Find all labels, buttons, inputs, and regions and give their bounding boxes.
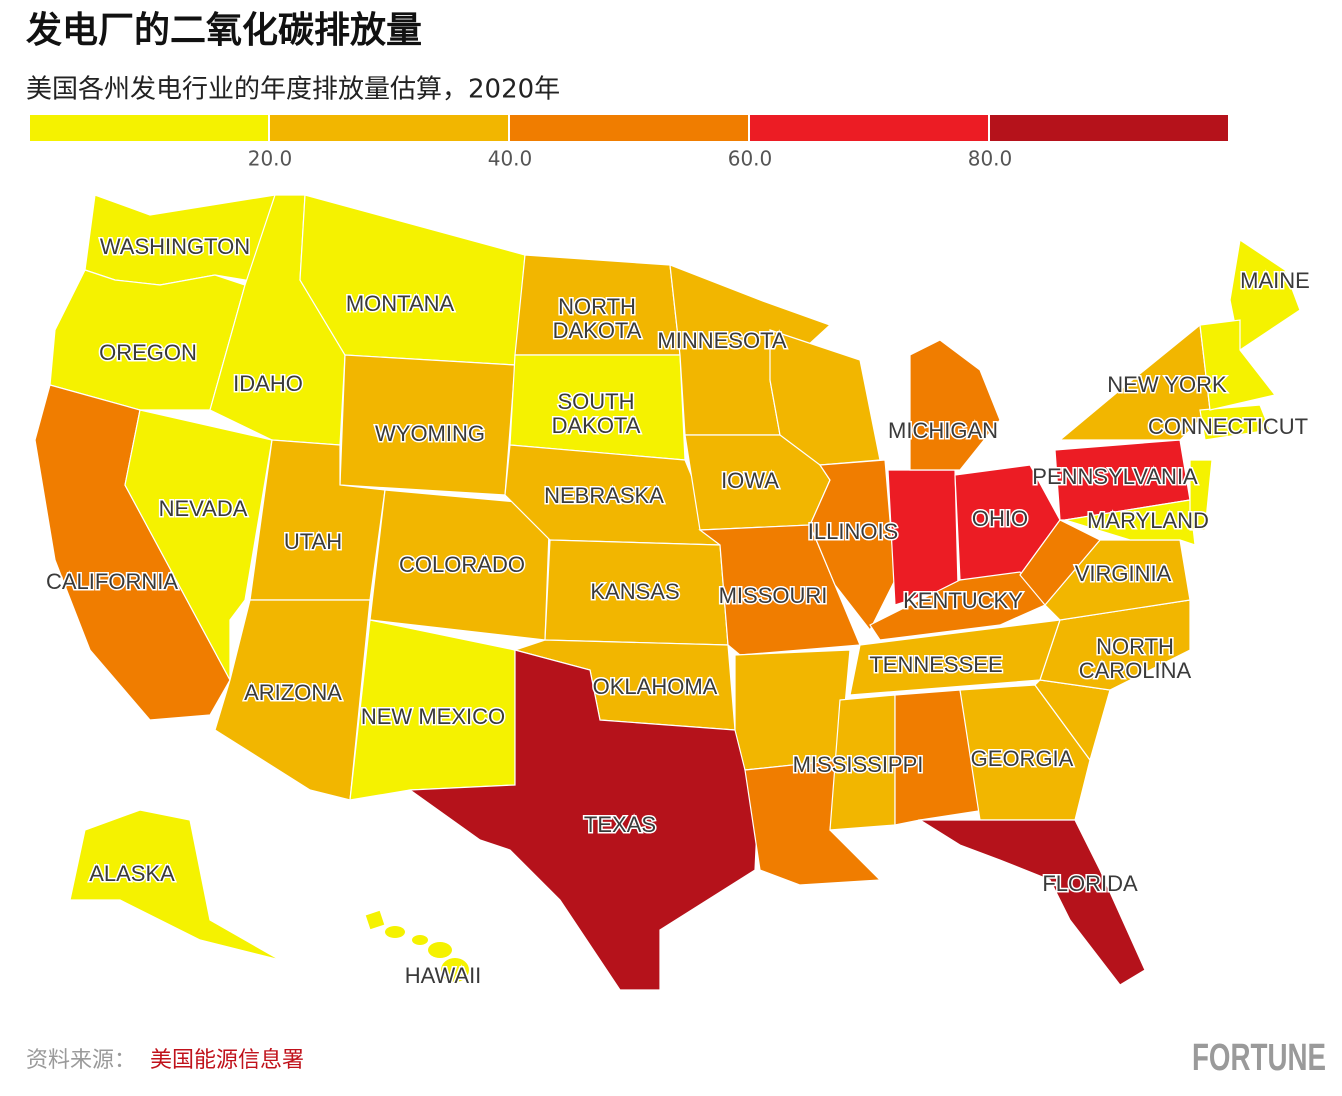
island <box>441 958 469 982</box>
states <box>34 194 1301 991</box>
state-label: VIRGINIA <box>1075 561 1172 586</box>
labels: WASHINGTON OREGON CALIFORNIA NEVADA IDAHO MON… <box>44 232 1311 989</box>
state-label: UTAH <box>284 529 342 554</box>
state-label: MINNESOTA <box>657 328 786 353</box>
state <box>1039 599 1191 691</box>
state <box>887 469 959 606</box>
state <box>917 819 1146 986</box>
state-label: FLORIDA <box>1042 871 1138 896</box>
state-label: WASHINGTON <box>100 234 250 259</box>
state <box>69 809 281 961</box>
state-label: OKLAHOMA <box>593 674 718 699</box>
state-label: NORTH DAKOTA <box>553 294 642 343</box>
state-label: TEXAS <box>584 812 656 837</box>
legend-tick-label: 20.0 <box>248 147 293 171</box>
state-label: CALIFORNIA <box>46 569 178 594</box>
brand-logo: FORTUNE <box>1192 1037 1326 1079</box>
state-label: OREGON <box>99 340 197 365</box>
state-label: WYOMING <box>375 421 485 446</box>
state <box>959 684 1091 821</box>
state <box>1064 499 1196 546</box>
subtitle: 美国各州发电行业的年度排放量估算，2020年 <box>26 75 560 105</box>
state-label: NEVADA <box>159 496 248 521</box>
state-label: ARIZONA <box>244 680 342 705</box>
legend: 20.0 40.0 60.0 80.0 <box>30 115 1228 171</box>
state <box>1199 404 1271 441</box>
state <box>809 459 896 632</box>
state-label: TENNESSEE <box>869 652 1002 677</box>
state-label: MAINE <box>1240 268 1310 293</box>
state-label: KANSAS <box>590 579 679 604</box>
state-label: NORTH CAROLINA <box>1079 634 1192 683</box>
state-label: MONTANA <box>346 291 455 316</box>
state-label: PENNSYLVANIA <box>1032 464 1198 489</box>
legend-swatch <box>750 115 988 141</box>
legend-swatch <box>270 115 508 141</box>
state-label: OHIO <box>972 506 1028 531</box>
state-label: MISSOURI <box>719 583 828 608</box>
state <box>1229 238 1301 351</box>
state <box>408 649 761 991</box>
state <box>214 599 371 801</box>
state <box>1199 319 1277 411</box>
island <box>412 935 428 945</box>
state <box>909 339 1001 471</box>
state <box>364 909 386 931</box>
legend-tick-label: 60.0 <box>728 147 773 171</box>
legend-swatch <box>510 115 748 141</box>
legend-tick-label: 40.0 <box>488 147 533 171</box>
state <box>1189 459 1213 531</box>
state-label: COLORADO <box>399 552 525 577</box>
state-label: GEORGIA <box>971 746 1074 771</box>
state-label: IDAHO <box>233 371 303 396</box>
state-label: HAWAII <box>405 963 482 988</box>
state-label: NEW YORK <box>1107 372 1227 397</box>
state-label: NEW MEXICO <box>361 704 505 729</box>
state-label: MISSISSIPPI <box>793 752 924 777</box>
source: 美国能源信息署 <box>150 1048 304 1073</box>
state-label: CONNECTICUT <box>1148 414 1308 439</box>
legend-tick-label: 80.0 <box>968 147 1013 171</box>
state-label: ILLINOIS <box>808 519 898 544</box>
title: 发电厂的二氧化碳排放量 <box>26 10 422 51</box>
state-label: NEBRASKA <box>544 483 664 508</box>
state-label: MARYLAND <box>1087 508 1209 533</box>
island <box>385 926 405 938</box>
island <box>428 942 452 958</box>
state <box>894 689 986 826</box>
state-label: MICHIGAN <box>888 418 998 443</box>
state-label: KENTUCKY <box>903 588 1023 613</box>
source-label: 资料来源： <box>26 1048 136 1073</box>
state-label: IOWA <box>721 468 779 493</box>
state-label: SOUTH DAKOTA <box>552 389 641 438</box>
legend-swatch <box>30 115 268 141</box>
legend-swatch <box>990 115 1228 141</box>
state <box>1019 519 1101 606</box>
state-label: ALASKA <box>89 861 175 886</box>
